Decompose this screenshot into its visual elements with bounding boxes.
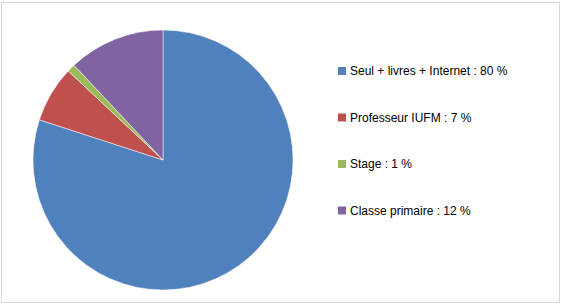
legend-swatch bbox=[338, 160, 346, 168]
legend-swatch bbox=[338, 67, 346, 75]
pie bbox=[33, 30, 293, 290]
chart-container: Seul + livres + Internet : 80 % Professeu… bbox=[0, 0, 562, 306]
chart-svg: Seul + livres + Internet : 80 % Professeu… bbox=[0, 0, 562, 306]
legend-swatch bbox=[338, 114, 346, 122]
legend-label: Stage : 1 % bbox=[350, 157, 412, 171]
legend-label: Classe primaire : 12 % bbox=[350, 204, 471, 218]
chart-frame bbox=[2, 3, 560, 303]
legend-swatch bbox=[338, 207, 346, 215]
legend-label: Seul + livres + Internet : 80 % bbox=[350, 64, 508, 78]
legend: Seul + livres + Internet : 80 % Professeu… bbox=[338, 64, 508, 218]
pie-slice bbox=[33, 30, 293, 290]
pie-slice bbox=[74, 30, 163, 160]
legend-label: Professeur IUFM : 7 % bbox=[350, 111, 472, 125]
